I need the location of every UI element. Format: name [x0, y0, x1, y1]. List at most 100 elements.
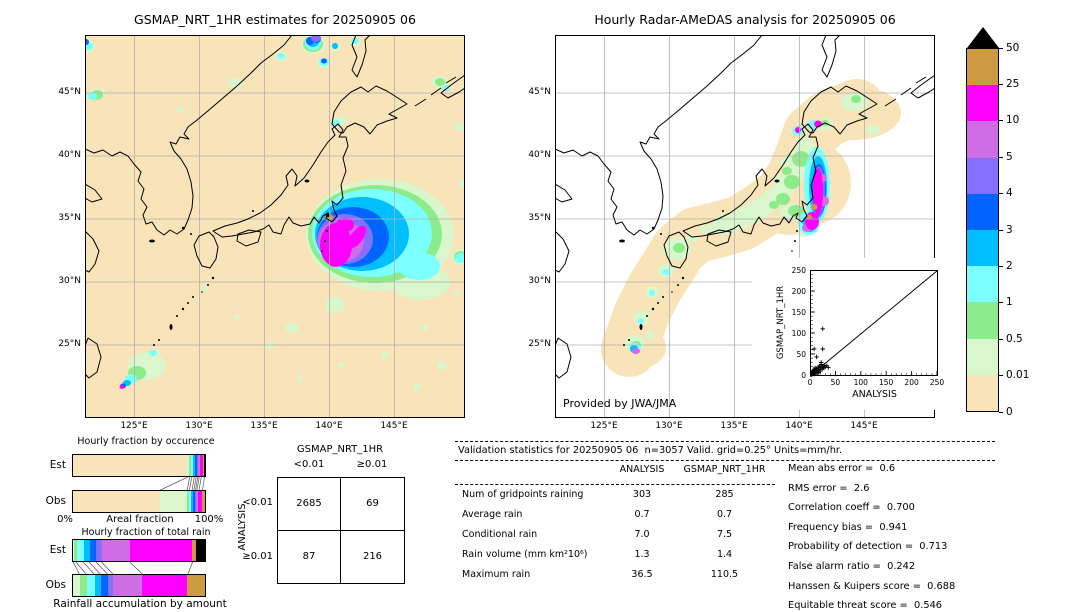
score-lines: Mean abs error = 0.6 RMS error = 2.6 Corre…	[788, 459, 955, 612]
scatter-inset: GSMAP_NRT_1HR 0 50 100 150 200 250 0 50 100 150 2…	[752, 258, 944, 410]
contingency-cell-01: 69	[341, 478, 404, 531]
total-rain-est-label: Est	[49, 544, 66, 556]
bar-segment	[187, 455, 189, 476]
colorbar-tick-label: 0	[1006, 405, 1013, 418]
stats-row: Rain volume (mm km²10⁶) 1.3 1.4	[462, 549, 777, 569]
areal-axis-right: 100%	[194, 514, 224, 525]
bar-segment	[187, 575, 205, 596]
bar-segment	[198, 491, 202, 512]
inset-x-tick-label: 250	[929, 378, 945, 387]
left-map-border	[85, 35, 465, 418]
stats-gsmap-value: 0.7	[716, 509, 733, 520]
lon-tick-label: 130°E	[185, 421, 213, 431]
stats-row: Average rain 0.7 0.7	[462, 509, 777, 529]
score-line: Frequency bias = 0.941	[788, 521, 908, 533]
total-rain-title: Hourly fraction of total rain	[81, 527, 211, 538]
occurrence-est-label: Est	[49, 459, 66, 471]
colorbar-tick-mark	[999, 229, 1003, 231]
colorbar-segment	[967, 230, 998, 267]
stats-row-label: Num of gridpoints raining	[462, 489, 584, 500]
total-rain-caption: Rainfall accumulation by amount	[53, 598, 227, 610]
validation-header: Validation statistics for 20250905 06 n=…	[458, 445, 843, 456]
bar-segment	[73, 575, 81, 596]
lat-tick-label: 45°N	[58, 87, 81, 97]
bar-segment	[203, 455, 205, 476]
stats-row: Maximum rain 36.5 110.5	[462, 569, 777, 589]
small-islands	[149, 179, 328, 346]
inset-x-tick-label: 100	[853, 378, 868, 387]
contingency-cell-00: 2685	[278, 478, 341, 531]
occurrence-connectors	[160, 477, 205, 490]
colorbar-tick-label: 50	[1006, 41, 1020, 54]
stats-row-label: Maximum rain	[462, 569, 531, 580]
colorbar-tick-label: 0.5	[1006, 332, 1023, 345]
colorbar-segment	[967, 374, 998, 412]
contingency-col-label-ge: ≥0.01	[356, 459, 388, 470]
lon-tick-label: 140°E	[315, 421, 343, 431]
stats-header-analysis: ANALYSIS	[619, 464, 665, 475]
bar-segment	[193, 455, 196, 476]
bar-segment	[195, 540, 205, 561]
colorbar-segments	[966, 48, 999, 412]
lat-tick-label: 45°N	[528, 87, 551, 97]
stats-analysis-value: 7.0	[634, 529, 650, 540]
grid-lines	[85, 35, 465, 418]
occurrence-est-bar	[72, 454, 206, 477]
colorbar-tick-mark	[999, 156, 1003, 158]
occurrence-obs-bar	[72, 490, 206, 513]
colorbar-tick-label: 10	[1006, 114, 1020, 127]
colorbar-segment	[967, 193, 998, 231]
occurrence-obs-label: Obs	[45, 495, 66, 507]
lat-tick-label: 30°N	[58, 276, 81, 286]
bar-segment	[188, 455, 191, 476]
stats-gsmap-value: 285	[715, 489, 734, 500]
lat-tick-label: 35°N	[528, 213, 551, 223]
bar-segment	[193, 491, 195, 512]
contingency-row-label-ge: ≥0.01	[242, 551, 273, 562]
score-line: Hanssen & Kuipers score = 0.688	[788, 580, 956, 592]
bar-segment	[107, 575, 114, 596]
inset-x-tick-label: 0	[807, 378, 813, 387]
stats-analysis-value: 1.3	[634, 549, 650, 560]
lon-tick-label: 135°E	[250, 421, 278, 431]
dashed-rule-top	[455, 441, 995, 442]
stats-gsmap-value: 110.5	[710, 569, 739, 580]
inset-x-tick-label: 200	[904, 378, 919, 387]
colorbar-tick-mark	[999, 265, 1003, 267]
lat-tick-label: 35°N	[58, 213, 81, 223]
contingency-row-label-lt: <0.01	[242, 497, 273, 508]
bar-segment	[73, 540, 75, 561]
colorbar-tick-label: 2	[1006, 259, 1013, 272]
colorbar-tick-mark	[999, 411, 1003, 413]
colorbar-tick-mark	[999, 338, 1003, 340]
stats-gsmap-value: 7.5	[716, 529, 733, 540]
inset-y-tick-label: 0	[801, 371, 806, 380]
bar-segment	[74, 540, 77, 561]
colorbar-tick-label: 4	[1006, 187, 1013, 200]
lon-tick-label: 145°E	[850, 421, 878, 431]
colorbar-tick-label: 1	[1006, 296, 1013, 309]
inset-plot-svg	[810, 270, 938, 377]
occurrence-title: Hourly fraction by occurence	[77, 436, 215, 447]
score-line: RMS error = 2.6	[788, 482, 870, 494]
bar-segment	[100, 575, 108, 596]
inset-y-tick-label: 200	[791, 287, 806, 296]
right-map-border	[555, 35, 935, 418]
inset-x-axis-label: ANALYSIS	[852, 389, 897, 400]
colorbar-segment	[967, 302, 998, 339]
inset-x-tick-label: 50	[830, 378, 841, 387]
colorbar-segment	[967, 157, 998, 194]
bar-segment	[89, 540, 97, 561]
contingency-col-group: GSMAP_NRT_1HR	[296, 444, 384, 455]
scatter-points	[810, 326, 831, 377]
bar-segment	[198, 455, 201, 476]
lon-tick-label: 145°E	[380, 421, 408, 431]
bar-segment	[76, 540, 84, 561]
stats-column-headers: ANALYSIS GSMAP_NRT_1HR	[462, 464, 777, 475]
score-line: Probability of detection = 0.713	[788, 541, 948, 553]
coastlines	[84, 34, 466, 379]
inset-y-tick-label: 50	[796, 350, 806, 359]
lat-tick-label: 30°N	[528, 276, 551, 286]
colorbar-tick-mark	[999, 83, 1003, 85]
colorbar-labels: 50 25 10 5 4 3 2 1 0.5 0.01 0	[999, 42, 1037, 418]
